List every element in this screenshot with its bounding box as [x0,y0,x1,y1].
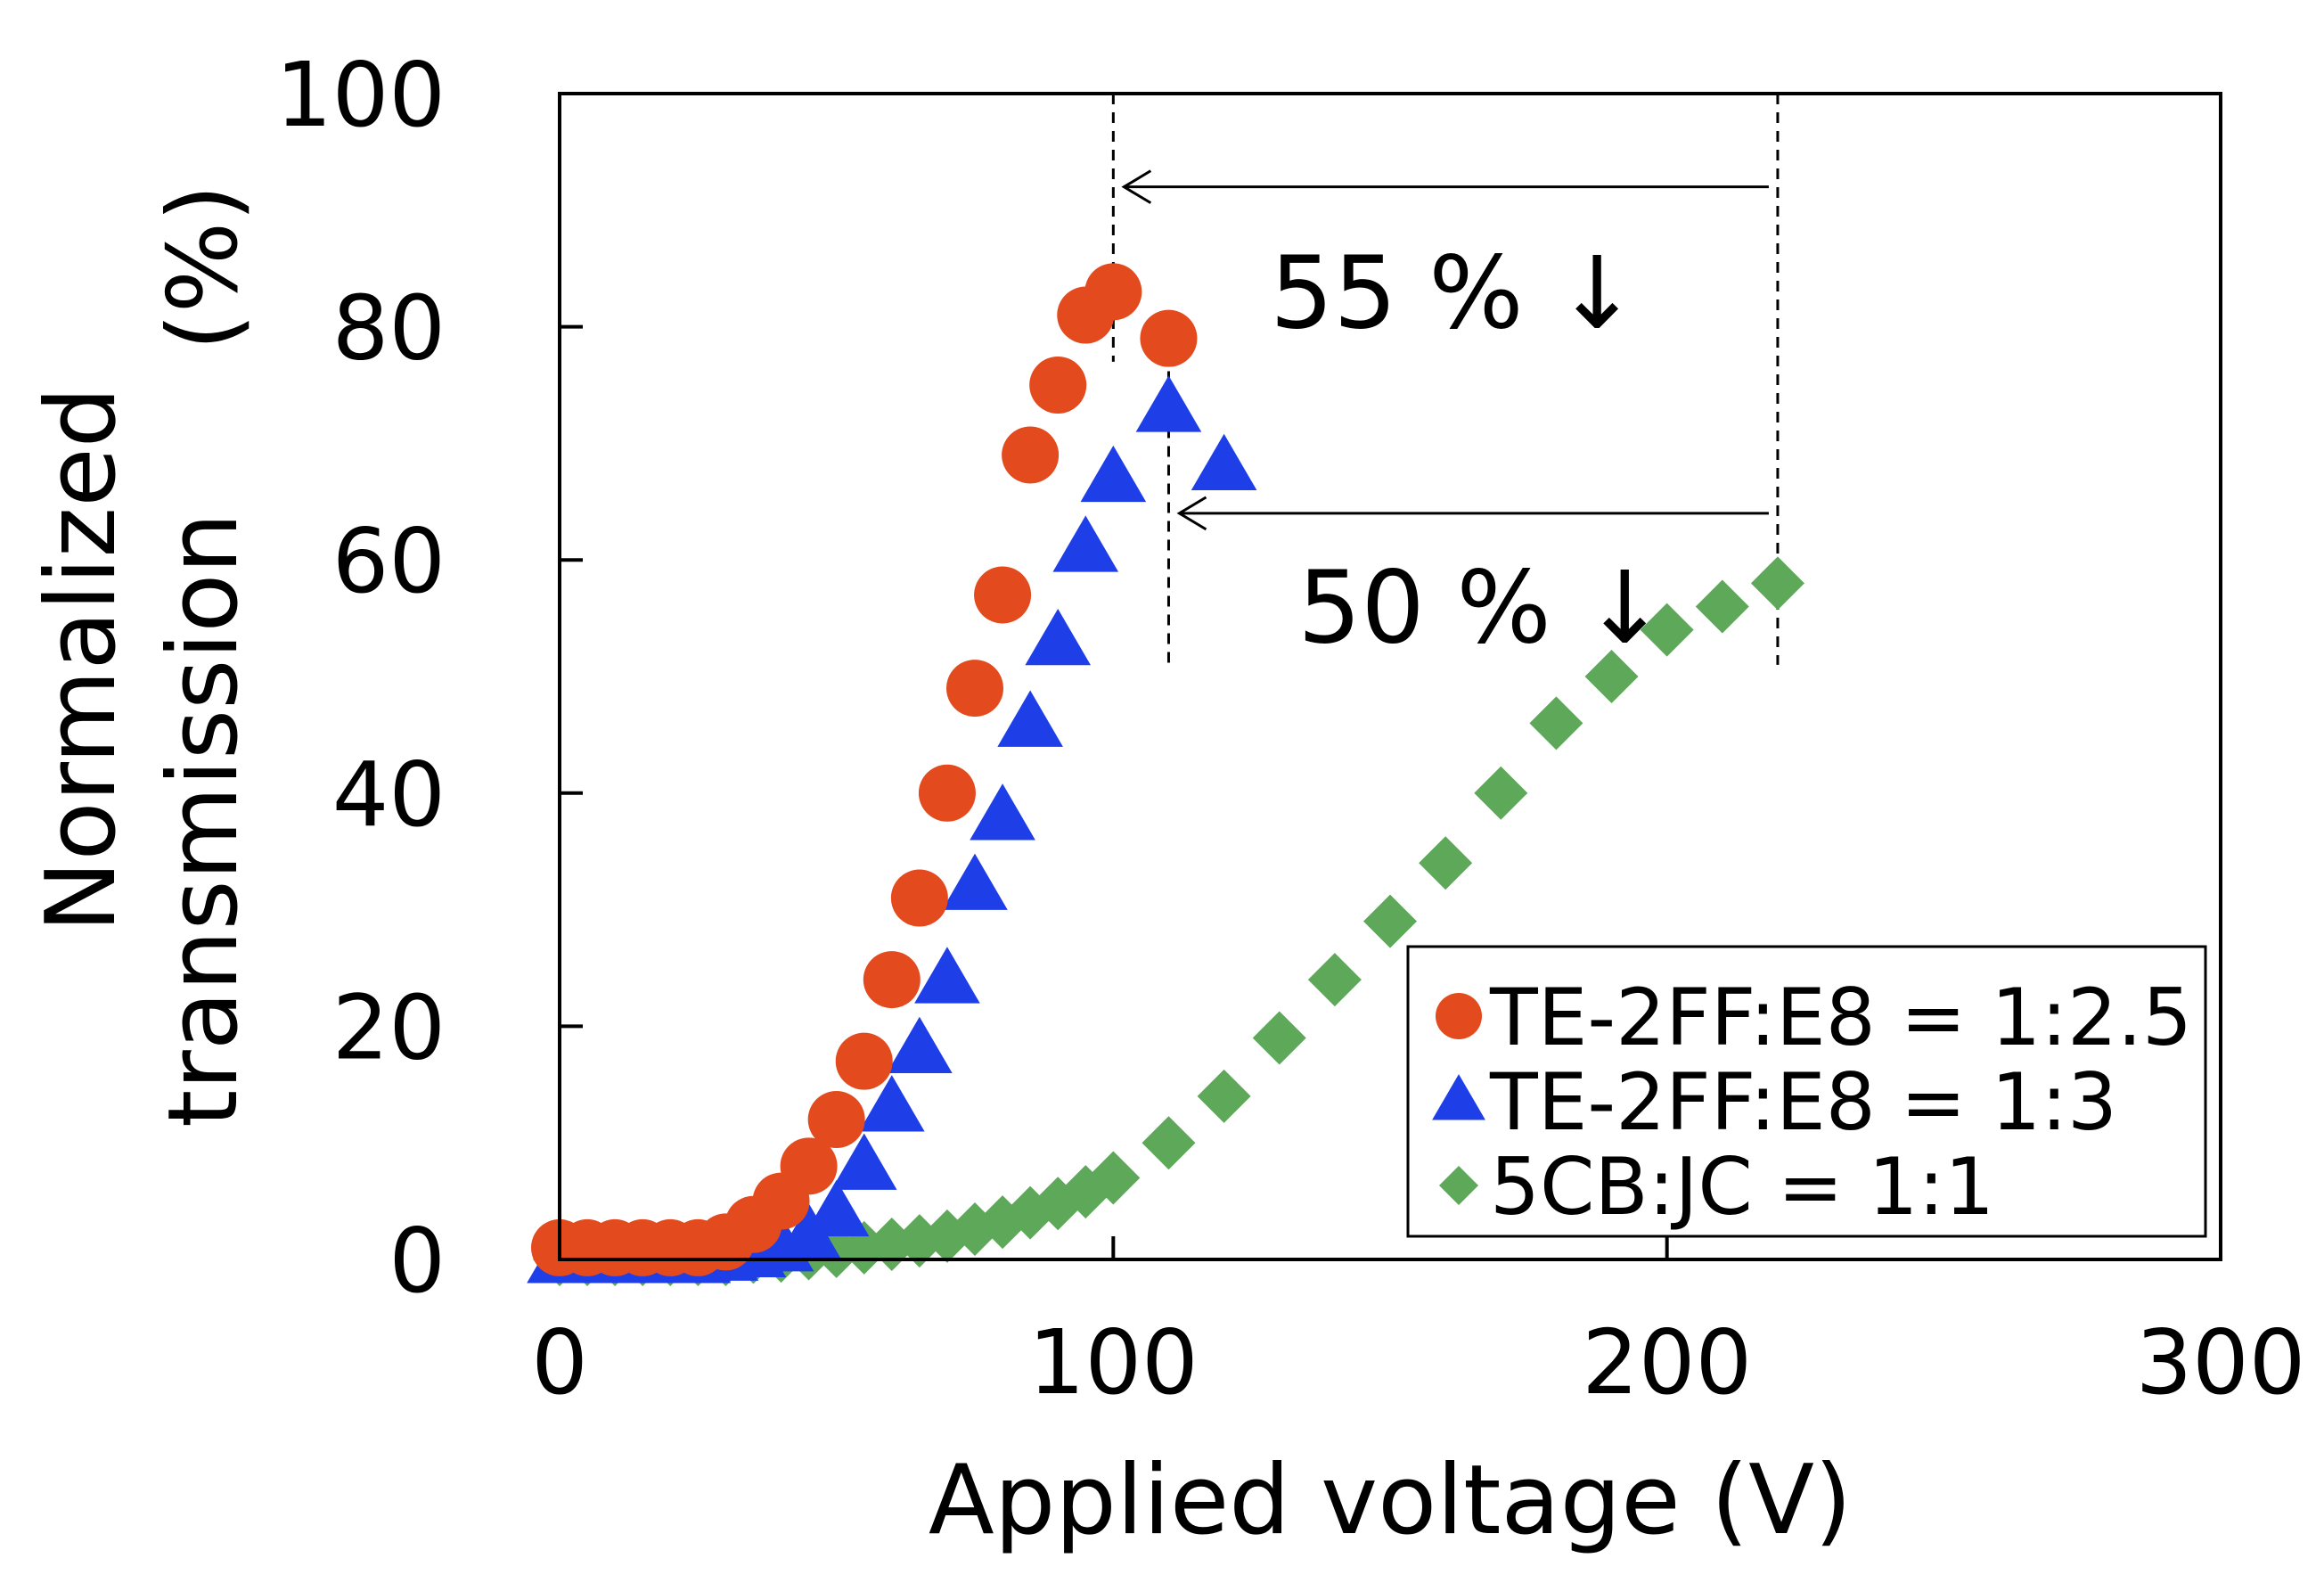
data-point-circle [1084,263,1142,321]
data-point-circle [780,1137,838,1195]
data-point-diamond [1695,579,1749,634]
y-tick-label: 60 [332,509,446,613]
data-point-triangle [887,1016,953,1074]
data-point-triangle [942,853,1008,910]
legend-marker-circle [1436,993,1482,1039]
data-point-triangle [803,1179,870,1237]
legend-box [1406,945,2207,1238]
legend-label: TE-2FF:E8 = 1:3 [1489,1056,2117,1148]
data-point-diamond [1307,953,1362,1007]
annotations: 55 % ↓ 50 % ↓ [1121,169,1769,667]
data-point-circle [890,869,948,927]
data-point-diamond [1584,650,1639,703]
data-point-triangle [1135,375,1202,432]
y-tick-label: 80 [332,276,446,381]
y-axis-title-line: (%) [148,185,259,351]
data-point-diamond [1086,1151,1141,1205]
data-point-triangle [831,1133,897,1190]
axis-titles: Applied voltage (V) Normalized transmissio… [26,185,1852,1556]
data-point-circle [918,764,976,822]
x-tick-label: 300 [2136,1310,2306,1415]
data-point-diamond [1197,1069,1251,1123]
annotation-arrow-head [1121,169,1152,204]
y-tick-label: 20 [332,975,446,1079]
annotation-label: 50 % ↓ [1297,551,1666,667]
data-point-diamond [1363,894,1417,948]
annotation-label: 55 % ↓ [1270,235,1639,351]
legend-label: TE-2FF:E8 = 1:2.5 [1489,972,2192,1063]
data-point-triangle [1052,515,1119,572]
data-point-triangle [914,947,980,1004]
data-point-triangle [1191,433,1257,491]
data-point-diamond [1474,766,1528,820]
x-tick-label: 200 [1582,1310,1752,1415]
data-point-diamond [1529,696,1583,750]
data-point-circle [1029,357,1087,414]
legend-marker-triangle [1432,1074,1485,1120]
data-point-diamond [1419,836,1473,890]
data-point-circle [974,566,1032,624]
series-circle [531,263,1198,1276]
data-point-triangle [970,783,1035,841]
data-point-circle [807,1091,865,1149]
legend-label: 5CB:JC = 1:1 [1490,1141,1994,1233]
data-point-triangle [1080,445,1147,503]
data-point-triangle [1025,608,1091,666]
plot-area-frame [558,92,2222,1261]
data-point-circle [946,660,1003,718]
data-point-circle [1140,309,1198,367]
y-tick-label: 0 [389,1209,446,1313]
data-point-diamond [1640,603,1694,657]
data-point-circle [835,1032,893,1090]
y-tick-label: 40 [332,742,446,847]
data-point-triangle [997,690,1063,747]
data-point-circle [1002,426,1060,484]
data-point-diamond [1252,1011,1306,1065]
data-point-diamond [1142,1116,1196,1170]
x-axis-title: Applied voltage (V) [929,1445,1852,1556]
x-tick-label: 100 [1028,1310,1199,1415]
data-point-diamond [1750,556,1804,611]
x-tick-label: 0 [531,1310,588,1415]
legend-marker-diamond [1439,1166,1478,1205]
y-tick-label: 100 [275,43,446,147]
y-axis-title-line: transmission [148,513,259,1128]
data-point-circle [863,951,921,1009]
annotation-arrow-head [1176,496,1207,531]
y-axis-title-line: Normalized [26,387,137,932]
axis-ticks: 0 20 40 60 80 100 0 100 200 300 [275,43,2305,1415]
data-point-triangle [859,1075,925,1132]
data-point-diamond [864,1217,919,1271]
